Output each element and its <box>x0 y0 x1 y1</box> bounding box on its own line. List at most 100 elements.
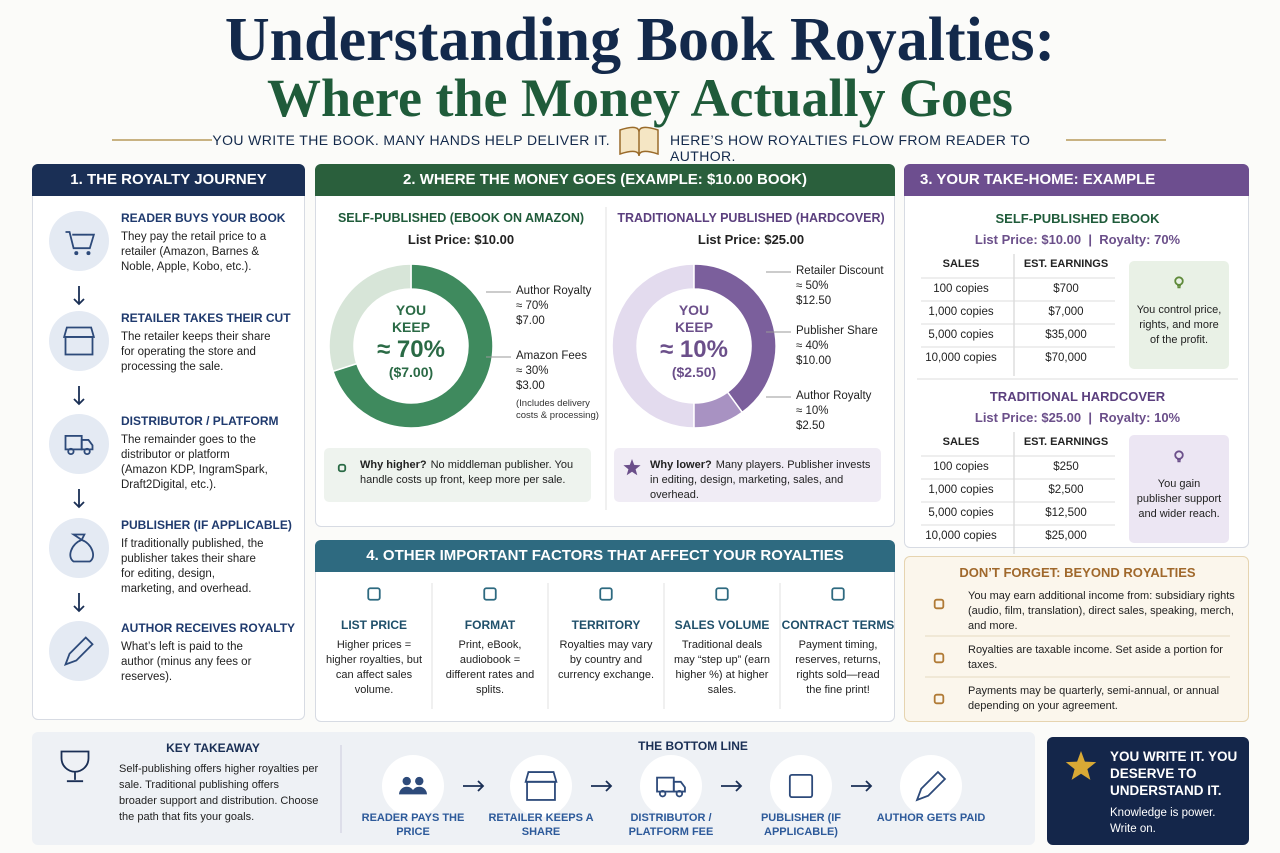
donut-segment <box>332 263 494 429</box>
step-text: They pay the retail price to a retailer … <box>121 231 267 273</box>
table-cell: 100 copies <box>933 283 989 295</box>
center-label: YOU KEEP <box>674 302 714 335</box>
segment-name: Author Royalty <box>516 285 592 297</box>
icon <box>1065 751 1097 780</box>
flow-label: RETAILER KEEPS A SHARE <box>488 812 594 838</box>
icon <box>831 587 845 601</box>
step-text: If traditionally published, the publishe… <box>121 538 264 595</box>
beyond-text: You may earn additional income from: sub… <box>968 590 1235 632</box>
factor-text: Traditional deals may “step up” (earn hi… <box>674 639 770 696</box>
beyond-title: DON’T FORGET: BEYOND ROYALTIES <box>959 565 1196 580</box>
table-cell: 5,000 copies <box>928 507 994 519</box>
column-header: EST. EARNINGS <box>1023 436 1109 448</box>
donut <box>611 263 791 429</box>
panel-header: 1. THE ROYALTY JOURNEY <box>32 164 305 196</box>
panel: 2. WHERE THE MONEY GOES (EXAMPLE: $10.00… <box>315 164 895 527</box>
takeaway-title: KEY TAKEAWAY <box>166 741 260 755</box>
icon-shape <box>915 770 947 802</box>
callout-text: Why higher? No middleman publisher. You h… <box>360 458 585 488</box>
icon <box>640 755 702 817</box>
segment-amount: $2.50 <box>796 420 825 432</box>
segment-value: ≈ 50% <box>796 280 829 292</box>
column-header: SALES <box>942 258 980 270</box>
table-cell: 5,000 copies <box>928 329 994 341</box>
arrow-shape <box>721 780 743 792</box>
center-value: ≈ 70% <box>377 336 445 363</box>
section-subtitle: List Price: $10.00 | Royalty: 70% <box>974 232 1181 247</box>
panel: DON’T FORGET: BEYOND ROYALTIES You may ea… <box>904 556 1249 722</box>
panel: YOU WRITE IT. YOU DESERVE TO UNDERSTAND … <box>1047 737 1249 845</box>
donut-segment <box>693 263 777 414</box>
flow-arrow <box>73 593 85 613</box>
step-text: The retailer keeps their share for opera… <box>121 331 271 373</box>
tagline: YOU WRITE THE BOOK. MANY HANDS HELP DELI… <box>212 132 610 148</box>
table-cell: $35,000 <box>1045 329 1087 341</box>
flow-label: PUBLISHER (IF APPLICABLE) <box>760 812 842 838</box>
takeaway-text: Self-publishing offers higher royalties … <box>119 763 319 823</box>
icon <box>933 693 945 705</box>
icon-shape <box>933 693 945 705</box>
bottom-line-title: THE BOTTOM LINE <box>638 739 748 753</box>
icon <box>382 755 444 817</box>
panel-header: 4. OTHER IMPORTANT FACTORS THAT AFFECT Y… <box>315 540 895 572</box>
panel-header: 3. YOUR TAKE-HOME: EXAMPLE EARNINGS <box>904 164 1249 220</box>
table-cell: $2,500 <box>1048 484 1084 496</box>
icon-shape <box>65 231 96 250</box>
section-subtitle: List Price: $25.00 | Royalty: 10% <box>974 410 1181 425</box>
icon <box>933 598 945 610</box>
icon-shape <box>86 251 91 256</box>
donut-segment <box>328 263 412 373</box>
callout: Why lower? Many players. Publisher invest… <box>614 448 881 502</box>
arrow-shape <box>73 286 85 306</box>
chart-title: SELF-PUBLISHED (EBOOK ON AMAZON) <box>337 211 585 225</box>
callout-lead: Why higher? <box>360 459 427 471</box>
step-title: AUTHOR RECEIVES ROYALTY <box>121 621 296 635</box>
icon <box>770 755 832 817</box>
icon <box>1174 450 1184 463</box>
icon <box>60 750 90 783</box>
segment-value: ≈ 70% <box>516 300 549 312</box>
panel: 3. YOUR TAKE-HOME: EXAMPLE EARNINGS SELF-… <box>904 164 1249 554</box>
icon-shape <box>672 780 686 793</box>
table-cell: 1,000 copies <box>928 484 994 496</box>
icon-shape <box>60 750 90 783</box>
segment-amount: $7.00 <box>516 315 545 327</box>
factor-title: SALES VOLUME <box>674 618 770 632</box>
table-cell: 1,000 copies <box>928 306 994 318</box>
icon-circle <box>510 755 572 817</box>
step-text: What’s left is paid to the author (minus… <box>121 641 252 683</box>
icon-shape <box>1177 458 1181 463</box>
icon-shape <box>337 463 347 473</box>
panel: 1. THE ROYALTY JOURNEY READER BUYS YOUR B… <box>32 164 305 720</box>
note-box: You gain publisher support and wider rea… <box>1129 435 1229 543</box>
callout-lead: Why lower? <box>650 459 712 471</box>
icon-circle <box>382 755 444 817</box>
icon <box>599 587 613 601</box>
note-text: You control price, rights, and more of t… <box>1136 304 1222 346</box>
icon <box>49 414 109 474</box>
table-cell: $70,000 <box>1045 352 1087 364</box>
callout-body: Many players. Publisher invests in editi… <box>650 459 871 501</box>
icon-shape <box>658 789 667 798</box>
note-text: You gain publisher support and wider rea… <box>1136 478 1222 520</box>
icon-circle <box>49 211 109 271</box>
icon <box>623 459 641 476</box>
icon-shape <box>367 587 381 601</box>
step-title: PUBLISHER (IF APPLICABLE) <box>121 518 292 532</box>
icon-circle <box>640 755 702 817</box>
title: Understanding Book Royalties: <box>224 6 1056 74</box>
icon <box>49 518 109 578</box>
icon-circle <box>49 311 109 371</box>
icon-circle <box>49 414 109 474</box>
flow-label: DISTRIBUTOR / PLATFORM FEE <box>628 812 714 838</box>
divider <box>917 378 1238 380</box>
book-icon <box>619 126 659 157</box>
segment-amount: $12.50 <box>796 295 832 307</box>
table-cell: $7,000 <box>1048 306 1084 318</box>
factor-title: CONTRACT TERMS <box>781 618 895 632</box>
table-cell: $25,000 <box>1045 530 1087 542</box>
icon-shape <box>524 771 558 783</box>
flow-label: READER PAYS THE PRICE <box>361 812 465 838</box>
arrow-shape <box>73 489 85 509</box>
